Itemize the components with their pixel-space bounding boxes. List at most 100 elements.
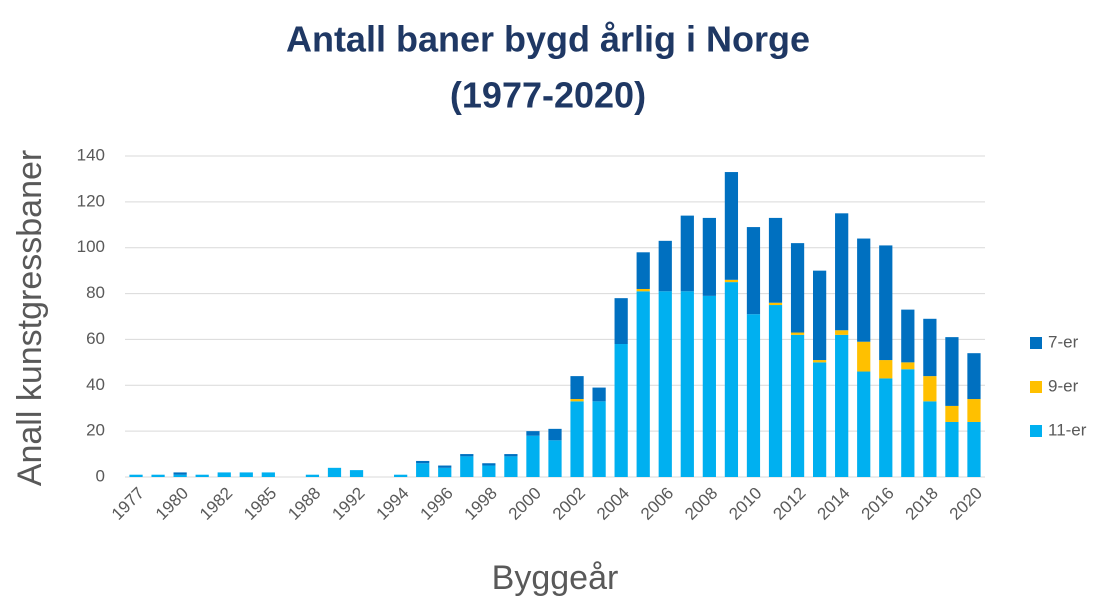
bar-segment [592,387,606,402]
x-tick-label: 1998 [461,484,501,524]
x-tick-label: 2012 [769,484,809,524]
bar-segment [548,428,562,441]
x-tick-label: 1992 [328,484,368,524]
x-tick-label: 2004 [593,484,633,524]
bar-segment [482,465,496,477]
bar-segment [746,227,761,315]
bar-segment [857,371,871,477]
legend-swatch [1030,337,1042,349]
bar-segment [967,421,981,477]
bar-segment [857,341,871,372]
bar-segment [790,243,805,333]
bar-segment [327,467,342,477]
y-tick-label: 0 [96,466,105,485]
bar-segment [923,401,937,477]
bar-segment [460,456,474,477]
bar-segment [526,435,540,477]
bar-segment [768,302,783,306]
bar-segment [813,360,827,363]
bar-segment [570,399,584,402]
bar-segment [394,474,408,477]
bar-segment [504,456,518,477]
bar-segment [746,314,761,477]
x-tick-label: 1980 [152,484,192,524]
bar-segment [658,291,672,477]
bar-segment [416,463,430,477]
bar-segment [857,238,871,342]
bar-segment [173,472,187,475]
bar-segment [945,405,959,422]
bar-segment [217,472,231,477]
bar-segment [724,172,739,280]
bar-segment [835,330,849,335]
bar-segment [305,474,320,477]
bar-segment [482,463,496,466]
bar-segment [636,252,650,289]
x-tick-label: 2018 [902,484,942,524]
y-tick-label: 120 [77,191,105,210]
bar-segment [724,282,739,477]
bar-segment [790,332,805,335]
x-tick-label: 2002 [549,484,589,524]
bar-segment [901,369,915,477]
bar-segment [790,334,805,477]
bar-segment [570,401,584,477]
bar-segment [460,454,474,457]
bar-segment [548,440,562,477]
bar-segment [261,472,275,477]
bar-segment [923,318,937,377]
legend-label: 7-er [1048,332,1079,351]
chart-title: (1977-2020) [450,75,646,116]
bar-segment [901,309,915,363]
bar-segment [504,454,518,457]
x-axis-label: Byggeår [492,559,619,597]
y-tick-label: 140 [77,145,105,164]
bar-segment [195,474,209,477]
x-tick-label: 2014 [813,484,853,524]
bar-segment [173,474,187,477]
bar-segment [416,460,430,464]
bar-segment [570,376,584,400]
bar-segment [349,470,364,477]
x-tick-label: 2000 [505,484,545,524]
chart-title: Antall baner bygd årlig i Norge [286,19,810,60]
bar-segment [680,215,694,292]
bar-segment [614,298,628,345]
y-axis-label: Anall kunstgressbaner [11,150,49,486]
x-tick-label: 2010 [725,484,765,524]
y-tick-label: 80 [86,283,105,302]
bar-segment [592,401,606,477]
bar-segment [438,467,452,477]
bar-segment [879,378,893,477]
bar-segment [945,337,959,406]
bar-segment [724,279,739,283]
y-tick-label: 100 [77,237,105,256]
bar-segment [768,305,783,477]
legend-label: 11-er [1048,420,1087,439]
x-tick-label: 1982 [196,484,236,524]
bar-segment [967,399,981,422]
x-tick-label: 2016 [858,484,898,524]
bar-segment [945,421,959,477]
bar-segment [879,245,893,361]
bar-segment [151,474,165,477]
bar-segment [813,270,827,361]
bar-segment [239,472,253,477]
x-tick-label: 2020 [946,484,986,524]
bar-segment [702,217,716,296]
bar-segment [702,295,716,477]
bar-segment [901,362,915,370]
legend-swatch [1030,425,1042,437]
bar-segment [658,240,672,292]
x-tick-label: 2008 [681,484,721,524]
bar-segment [835,334,849,477]
bar-segment [813,362,827,477]
bar-segment [680,291,694,477]
legend-label: 9-er [1048,376,1079,395]
x-tick-label: 1988 [284,484,324,524]
bar-segment [526,431,540,436]
bar-segment [129,474,143,477]
x-tick-label: 1996 [417,484,457,524]
bar-segment [879,360,893,379]
